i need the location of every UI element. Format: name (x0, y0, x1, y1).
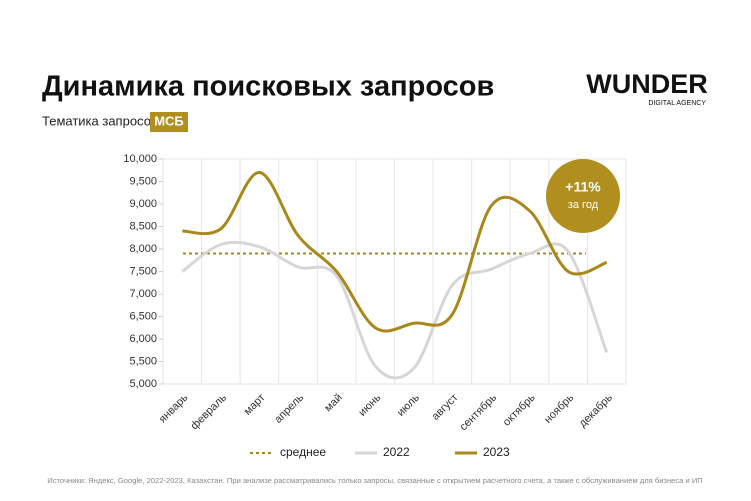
y-tick-label: 5,500 (129, 355, 157, 367)
badge-text: +11% (565, 179, 601, 195)
legend-label: 2023 (483, 445, 510, 459)
y-tick-label: 6,000 (129, 333, 157, 345)
x-tick-label: август (430, 392, 461, 423)
legend-label: среднее (280, 445, 326, 459)
x-tick-label: май (322, 392, 345, 415)
x-tick-label: январь (157, 392, 191, 426)
x-tick-label: июль (395, 392, 422, 419)
series-line (182, 171, 608, 333)
x-tick-label: июнь (356, 392, 383, 419)
y-tick-label: 9,000 (129, 198, 157, 210)
x-tick-label: ноябрь (542, 392, 576, 426)
y-tick-label: 8,500 (129, 220, 157, 232)
y-tick-label: 5,000 (129, 378, 157, 390)
subtitle-tag-bg (150, 112, 188, 132)
y-tick-label: 7,500 (129, 265, 157, 277)
y-tick-label: 7,000 (129, 288, 157, 300)
x-tick-label: март (242, 392, 268, 418)
logo: WUNDER (586, 69, 708, 99)
y-tick-label: 9,500 (129, 175, 157, 187)
x-tick-label: декабрь (577, 392, 615, 430)
y-tick-label: 8,000 (129, 243, 157, 255)
badge-subtext: за год (568, 199, 599, 211)
subtitle-tag: МСБ (154, 113, 184, 128)
chart-title: Динамика поисковых запросов (42, 71, 494, 103)
x-tick-label: октябрь (501, 392, 538, 429)
subtitle: Тематика запросов: (42, 113, 161, 128)
x-tick-label: апрель (272, 392, 306, 426)
x-tick-label: сентябрь (458, 392, 500, 434)
badge (546, 159, 620, 233)
logo-tagline: DIGITAL AGENCY (648, 100, 706, 107)
source-note: Источники: Яндекс, Google, 2022-2023, Ка… (47, 476, 703, 485)
y-tick-label: 10,000 (123, 153, 157, 165)
series-line (181, 240, 609, 380)
y-tick-label: 6,500 (129, 310, 157, 322)
legend-label: 2022 (383, 445, 410, 459)
x-tick-label: февраль (188, 392, 229, 433)
